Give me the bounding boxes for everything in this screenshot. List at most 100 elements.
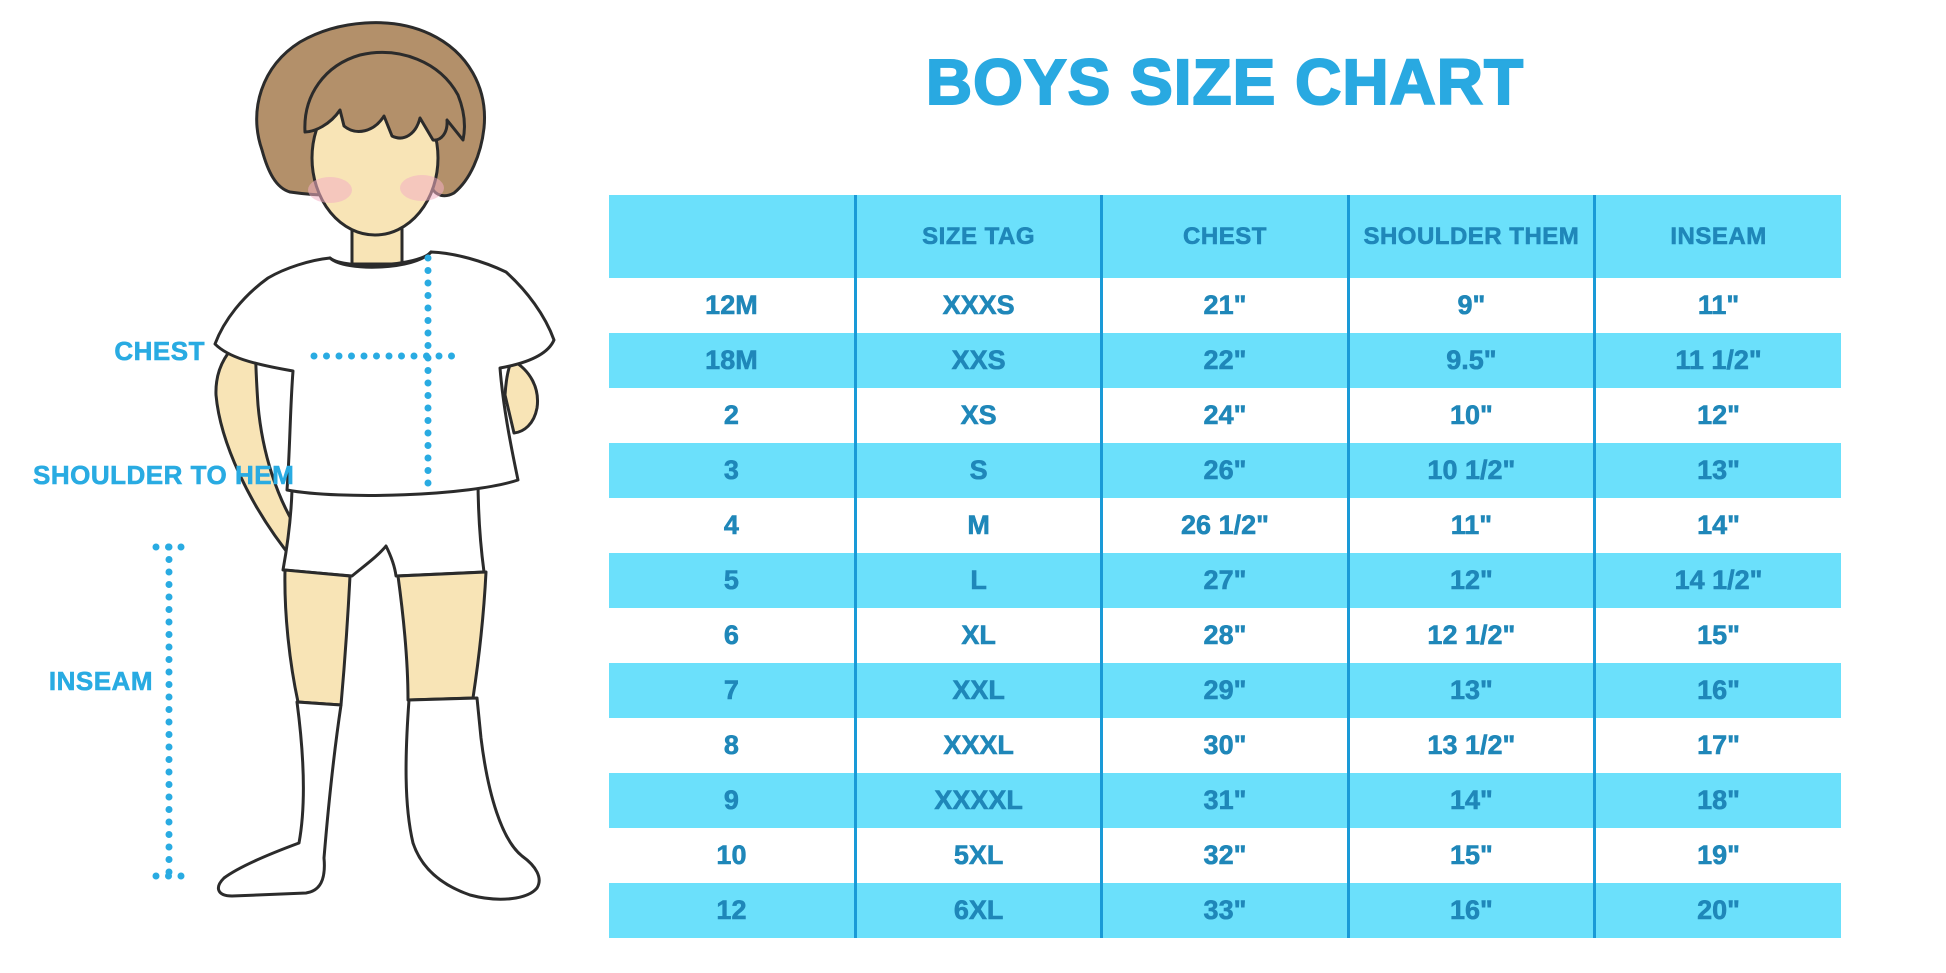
table-cell: 9.5": [1346, 333, 1595, 388]
boy-left-sock: [216, 700, 343, 898]
table-cell: 17": [1593, 718, 1841, 773]
table-cell: 14 1/2": [1593, 553, 1841, 608]
table-cell: 32": [1100, 828, 1349, 883]
table-row: 10 5XL 32" 15" 19": [609, 828, 1841, 883]
table-cell: 27": [1100, 553, 1349, 608]
table-cell: 6: [723, 620, 740, 651]
table-cell: S: [853, 443, 1102, 498]
boy-right-arm: [503, 358, 540, 435]
table-cell: 11": [1346, 498, 1595, 553]
table-cell: 10: [716, 840, 747, 871]
boy-measurement-illustration: [152, 21, 556, 901]
boy-right-leg: [396, 570, 488, 702]
table-cell: 10": [1346, 388, 1595, 443]
table-cell: 13": [1593, 443, 1841, 498]
table-cell: 11": [1593, 278, 1841, 333]
table-cell: 30": [1100, 718, 1349, 773]
boy-right-sock: [404, 696, 541, 901]
table-cell: 22": [1100, 333, 1349, 388]
table-cell: 14": [1346, 773, 1595, 828]
shoulder-to-hem-label: SHOULDER TO HEM: [33, 460, 295, 491]
table-cell: 26 1/2": [1100, 498, 1349, 553]
table-cell: XXS: [853, 333, 1102, 388]
table-cell: 7: [723, 675, 740, 706]
table-cell: 15": [1593, 608, 1841, 663]
table-cell: L: [853, 553, 1102, 608]
table-cell: 31": [1100, 773, 1349, 828]
table-cell: 2: [723, 400, 740, 431]
table-cell: 28": [1100, 608, 1349, 663]
column-header-inseam: INSEAM: [1593, 195, 1841, 278]
table-cell: 5XL: [853, 828, 1102, 883]
size-table-body: 12M XXXS 21" 9" 11" 18M XXS 22" 9.5" 11 1/2" 2 XS 24…: [609, 278, 1841, 938]
table-cell: 12": [1346, 553, 1595, 608]
table-cell: 33": [1100, 883, 1349, 938]
chest-label: CHEST: [114, 336, 205, 367]
column-header-shoulder-them: SHOULDER THEM: [1346, 195, 1595, 278]
table-cell: XL: [853, 608, 1102, 663]
table-cell: 10 1/2": [1346, 443, 1595, 498]
column-header-size-tag: SIZE TAG: [853, 195, 1102, 278]
measurement-lines: [152, 254, 456, 880]
table-row: 2 XS 24" 10" 12": [609, 388, 1841, 443]
inseam-label: INSEAM: [48, 666, 153, 697]
table-cell: 14": [1593, 498, 1841, 553]
table-row: 8 XXXL 30" 13 1/2" 17": [609, 718, 1841, 773]
table-cell: XXXXL: [853, 773, 1102, 828]
table-cell: M: [853, 498, 1102, 553]
table-cell: 5: [723, 565, 740, 596]
table-row: 12M XXXS 21" 9" 11": [609, 278, 1841, 333]
table-cell: 20": [1593, 883, 1841, 938]
boy-shirt-collar: [328, 250, 433, 269]
boy-hair-fringe: [303, 51, 466, 142]
table-cell: 6XL: [853, 883, 1102, 938]
table-cell: 13": [1346, 663, 1595, 718]
table-cell: 18": [1593, 773, 1841, 828]
table-cell: 12": [1593, 388, 1841, 443]
table-row: 12 6XL 33" 16" 20": [609, 883, 1841, 938]
table-cell: 19": [1593, 828, 1841, 883]
boy-cheek-right: [400, 175, 444, 201]
table-cell: 12 1/2": [1346, 608, 1595, 663]
table-cell: 16": [1593, 663, 1841, 718]
table-row: 4 M 26 1/2" 11" 14": [609, 498, 1841, 553]
table-cell: 9: [723, 785, 740, 816]
boy-cheek-left: [308, 177, 352, 203]
size-table-header: SIZE TAG CHEST SHOULDER THEM INSEAM: [609, 195, 1841, 278]
header-row: SIZE TAG CHEST SHOULDER THEM INSEAM: [609, 195, 1841, 278]
column-header-chest: CHEST: [1100, 195, 1349, 278]
table-cell: XXXL: [853, 718, 1102, 773]
table-cell: 29": [1100, 663, 1349, 718]
table-row: 5 L 27" 12" 14 1/2": [609, 553, 1841, 608]
boy-left-leg: [283, 568, 352, 707]
table-cell: 12M: [705, 290, 758, 321]
size-table: SIZE TAG CHEST SHOULDER THEM INSEAM 12M X…: [609, 195, 1841, 938]
table-cell: 18M: [705, 345, 758, 376]
boy-shirt: [213, 250, 556, 497]
table-row: 9 XXXXL 31" 14" 18": [609, 773, 1841, 828]
boy-figure: [213, 21, 556, 901]
table-cell: 12: [716, 895, 747, 926]
table-cell: 9": [1346, 278, 1595, 333]
boy-shorts: [281, 468, 486, 578]
column-header-size: [609, 195, 856, 278]
table-cell: 3: [723, 455, 740, 486]
table-cell: 26": [1100, 443, 1349, 498]
table-row: 6 XL 28" 12 1/2" 15": [609, 608, 1841, 663]
table-row: 18M XXS 22" 9.5" 11 1/2": [609, 333, 1841, 388]
table-cell: 16": [1346, 883, 1595, 938]
table-cell: 15": [1346, 828, 1595, 883]
page-title: BOYS SIZE CHART: [925, 45, 1525, 119]
table-cell: XXL: [853, 663, 1102, 718]
table-cell: 8: [723, 730, 740, 761]
table-row: 7 XXL 29" 13" 16": [609, 663, 1841, 718]
table-cell: XS: [853, 388, 1102, 443]
table-cell: 21": [1100, 278, 1349, 333]
table-row: 3 S 26" 10 1/2" 13": [609, 443, 1841, 498]
table-cell: 13 1/2": [1346, 718, 1595, 773]
table-cell: 4: [723, 510, 740, 541]
table-cell: 24": [1100, 388, 1349, 443]
table-cell: XXXS: [853, 278, 1102, 333]
table-cell: 11 1/2": [1593, 333, 1841, 388]
